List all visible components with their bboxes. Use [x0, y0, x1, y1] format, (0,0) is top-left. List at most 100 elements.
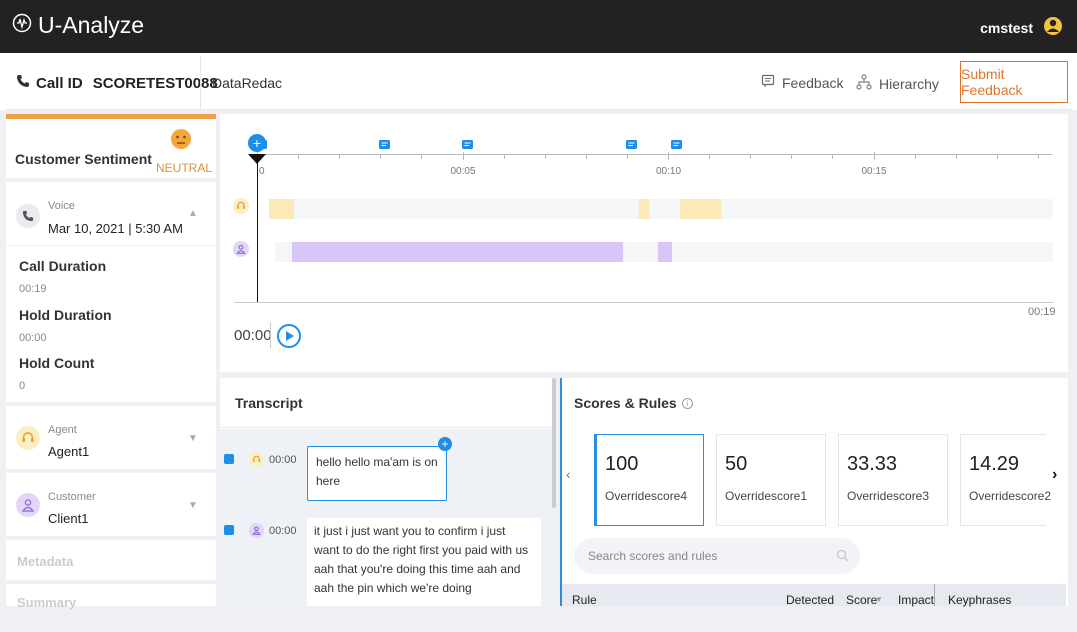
call-id-value: SCORETEST0088 [92, 74, 218, 92]
user-menu[interactable]: cmstest [980, 15, 1063, 40]
transcript-message[interactable]: it just i just want you to confirm i jus… [307, 518, 541, 606]
score-name: Overridescore1 [725, 489, 808, 503]
score-card[interactable]: 14.29 Overridescore2 [960, 434, 1051, 526]
tick-label: 00:15 [861, 166, 887, 177]
customer-speech-segment[interactable] [291, 242, 623, 262]
chevron-up-icon[interactable]: ▲ [188, 208, 198, 219]
hierarchy-button[interactable]: Hierarchy [856, 74, 939, 93]
transcript-scrollbar[interactable] [552, 378, 556, 508]
user-avatar-icon [1043, 15, 1063, 40]
play-button[interactable] [277, 324, 301, 348]
ruler-tick [503, 154, 505, 159]
agent-speech-segment[interactable] [269, 199, 294, 219]
call-details-sidebar: Customer Sentiment NEUTRAL Voice Mar 10,… [6, 114, 216, 610]
metadata-label: Metadata [17, 554, 74, 569]
transcript-message-selected[interactable]: hello hello ma'am is on here [307, 446, 447, 501]
customer-name: Client1 [48, 511, 89, 526]
ruler-tick [832, 154, 834, 159]
transcript-header: Transcript [220, 378, 556, 428]
chevron-left-icon[interactable]: ‹ [566, 466, 571, 482]
scores-rules-panel: Scores & Rules i ‹ 100 Overridescore4 50… [560, 378, 1068, 607]
chevron-down-icon[interactable]: ▼ [188, 433, 198, 444]
top-bar: U-Analyze cmstest [0, 0, 1077, 53]
ruler-tick [380, 154, 382, 159]
sentiment-value: NEUTRAL [156, 161, 213, 175]
call-duration-value: 00:19 [19, 283, 47, 295]
customer-person-icon [233, 241, 249, 257]
score-card[interactable]: 33.33 Overridescore3 [838, 434, 948, 526]
divider [6, 245, 216, 246]
comment-marker-icon[interactable] [626, 138, 637, 156]
agent-speech-segment[interactable] [680, 199, 722, 219]
scores-title-row: Scores & Rules i [574, 395, 693, 411]
comment-icon[interactable] [224, 525, 234, 535]
score-name: Overridescore2 [969, 489, 1052, 503]
transcript-panel: Transcript 00:00 hello hello ma'am is on… [220, 378, 556, 606]
score-card[interactable]: 50 Overridescore1 [716, 434, 826, 526]
sort-icon[interactable]: ▼ [875, 595, 883, 604]
transcript-time: 00:00 [269, 454, 297, 466]
customer-person-icon [16, 493, 40, 517]
col-keyphrases[interactable]: Keyphrases [948, 593, 1012, 607]
brand[interactable]: U-Analyze [12, 12, 144, 39]
customer-speech-segment[interactable] [657, 242, 673, 262]
call-id: Call ID SCORETEST0088 [16, 74, 218, 92]
add-comment-icon[interactable]: + [248, 134, 266, 152]
agent-speech-track[interactable] [269, 199, 1053, 219]
user-name: cmstest [980, 19, 1033, 36]
ruler-tick [996, 154, 998, 159]
call-header: Call ID SCORETEST0088 DataRedac Feedback… [6, 56, 1072, 110]
ruler-tick [339, 154, 341, 159]
col-impact[interactable]: Impact [898, 593, 935, 607]
ruler-tick [914, 154, 916, 159]
current-time: 00:00 [234, 327, 272, 344]
agent-panel[interactable]: Agent Agent1 ▼ [6, 406, 216, 469]
hold-count-value: 0 [19, 380, 26, 392]
customer-speech-track[interactable] [275, 242, 1053, 262]
voice-panel: Voice Mar 10, 2021 | 5:30 AM ▲ Call Dura… [6, 182, 216, 402]
col-score[interactable]: Score [846, 593, 878, 607]
info-icon[interactable]: i [681, 397, 693, 409]
agent-headset-icon [16, 426, 40, 450]
summary-label: Summary [17, 595, 77, 610]
time-ruler [260, 154, 1052, 155]
summary-section[interactable]: Summary [6, 584, 216, 610]
comment-icon[interactable] [224, 454, 234, 464]
scores-search-input[interactable]: Search scores and rules [574, 538, 860, 574]
waveform-logo-icon [12, 12, 32, 39]
agent-speech-segment[interactable] [639, 199, 650, 219]
customer-panel[interactable]: Customer Client1 ▼ [6, 473, 216, 536]
feedback-button[interactable]: Feedback [761, 74, 843, 91]
call-id-label: Call ID [36, 74, 83, 92]
timeline-baseline [234, 302, 1054, 303]
agent-label: Agent [48, 424, 77, 436]
hold-duration-value: 00:00 [19, 332, 47, 344]
chevron-right-icon[interactable]: › [1052, 466, 1058, 483]
scores-title: Scores & Rules [574, 395, 677, 411]
score-value: 14.29 [969, 453, 1020, 475]
ruler-tick [955, 154, 957, 159]
add-comment-icon[interactable]: + [438, 437, 452, 451]
tick-label: 00:10 [656, 166, 682, 177]
call-type: Voice [48, 200, 75, 212]
ruler-tick [750, 154, 752, 159]
submit-feedback-button[interactable]: Submit Feedback [960, 61, 1068, 103]
search-icon [836, 549, 849, 567]
metadata-section[interactable]: Metadata [6, 540, 216, 580]
comment-marker-icon[interactable] [461, 138, 473, 156]
divider [200, 56, 201, 110]
neutral-face-icon [170, 128, 192, 155]
hierarchy-icon [856, 74, 872, 93]
agent-name: Agent1 [48, 444, 90, 459]
chevron-down-icon[interactable]: ▼ [188, 500, 198, 511]
col-detected[interactable]: Detected [786, 593, 835, 607]
comment-marker-icon[interactable] [379, 138, 391, 156]
col-rule[interactable]: Rule [572, 593, 597, 607]
ruler-tick [421, 154, 423, 159]
comment-marker-icon[interactable] [671, 138, 683, 156]
ruler-tick [585, 154, 587, 159]
call-date: Mar 10, 2021 | 5:30 AM [48, 221, 183, 236]
comment-icon [761, 74, 775, 91]
score-name: Overridescore3 [847, 489, 930, 503]
score-card-selected[interactable]: 100 Overridescore4 [594, 434, 704, 526]
